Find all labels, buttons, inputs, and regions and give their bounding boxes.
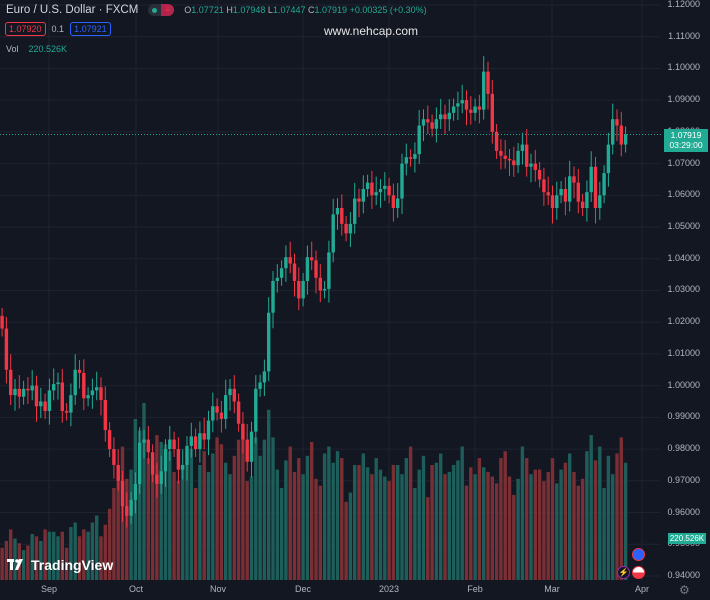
buy-button[interactable]: 1.07921 (70, 22, 111, 36)
price-axis-label: 1.00000 (667, 379, 700, 390)
price-axis-label: 1.07000 (667, 157, 700, 168)
price-axis-label: 0.99000 (667, 411, 700, 422)
eu-event-icon[interactable] (632, 548, 645, 561)
ohlc-values: O1.07721 H1.07948 L1.07447 C1.07919 +0.0… (184, 5, 427, 15)
price-axis-label: 1.09000 (667, 94, 700, 105)
trade-buttons: 1.07920 0.1 1.07921 (5, 22, 111, 36)
market-status-toggle[interactable]: ≡ (148, 4, 175, 16)
lightning-event-icon[interactable]: ⚡ (617, 566, 630, 579)
price-axis-label: 1.10000 (667, 62, 700, 73)
volume-tag: 220.526K (668, 533, 706, 544)
price-axis-label: 1.01000 (667, 347, 700, 358)
settings-gear-icon[interactable]: ⚙ (679, 583, 690, 597)
price-axis-label: 1.04000 (667, 252, 700, 263)
price-axis-label: 0.98000 (667, 443, 700, 454)
time-axis-label: Mar (544, 584, 560, 594)
time-axis-label: Feb (467, 584, 483, 594)
price-axis-label: 1.06000 (667, 189, 700, 200)
price-axis-label: 0.97000 (667, 474, 700, 485)
price-axis-label: 1.11000 (668, 30, 700, 41)
watermark: www.nehcap.com (324, 24, 419, 38)
volume-label: Vol (6, 44, 19, 54)
tradingview-logo[interactable]: TradingView (7, 557, 113, 573)
events-icon: ≡ (161, 4, 175, 16)
price-axis-label: 1.03000 (667, 284, 700, 295)
price-axis-label: 0.94000 (667, 569, 700, 580)
time-axis-label: Oct (128, 584, 144, 594)
sell-button[interactable]: 1.07920 (5, 22, 46, 36)
last-price-tag: 1.07919 03:29:00 (664, 129, 708, 152)
price-axis-label: 0.96000 (667, 506, 700, 517)
time-axis-label: Apr (634, 584, 650, 594)
price-change: +0.00325 (+0.30%) (349, 5, 427, 15)
spread-value: 0.1 (51, 24, 65, 34)
symbol-legend: Euro / U.S. Dollar · FXCM ≡ O1.07721 H1.… (6, 4, 427, 16)
time-axis-label: Sep (40, 584, 58, 594)
market-open-dot-icon (152, 7, 158, 13)
symbol-title[interactable]: Euro / U.S. Dollar · FXCM (6, 4, 139, 16)
tradingview-logo-icon (7, 559, 23, 570)
time-axis-label: Nov (209, 584, 227, 594)
us-event-icon[interactable] (632, 566, 645, 579)
price-axis-label: 1.12000 (667, 0, 700, 9)
price-axis-label: 1.02000 (667, 316, 700, 327)
volume-value: 220.526K (28, 44, 68, 54)
time-axis-label: Dec (294, 584, 312, 594)
price-axis-label: 1.05000 (667, 221, 700, 232)
time-axis-label: 2023 (378, 584, 400, 594)
volume-legend[interactable]: Vol 220.526K (6, 44, 67, 54)
